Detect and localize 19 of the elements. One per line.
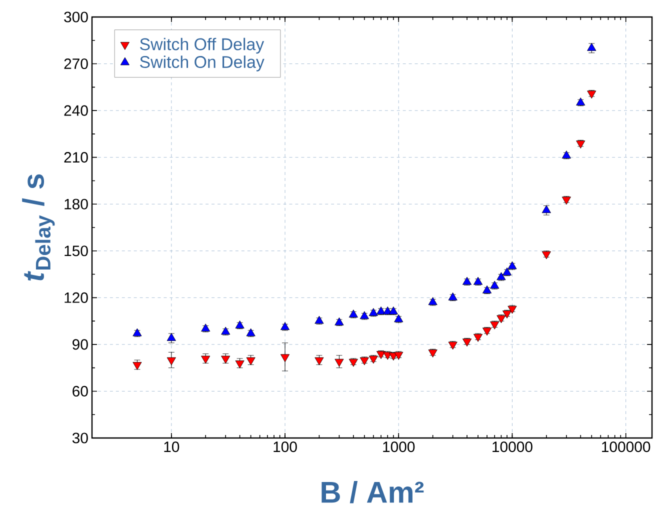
y-tick-label: 120 (64, 292, 88, 303)
x-tick-label: 100 (274, 442, 297, 452)
y-tick-label: 90 (72, 339, 88, 350)
x-tick-label: 1000 (383, 442, 415, 452)
x-tick-label: 100000 (602, 442, 650, 452)
y-tick-label: 240 (64, 105, 88, 116)
x-tick-label: 10000 (492, 442, 532, 452)
y-tick-label: 210 (64, 152, 88, 163)
y-tick-label: 150 (64, 246, 88, 256)
x-axis-title: B / Am² (322, 480, 424, 504)
y-tick-label: 60 (72, 386, 88, 397)
y-tick-label: 270 (64, 58, 88, 70)
y-axis-title: t$_{Delay}$ / s (22, 174, 55, 281)
legend-label: Switch On Delay (140, 56, 264, 72)
legend-label: Switch Off Delay (140, 38, 264, 54)
x-tick-label: 10 (164, 442, 180, 452)
y-tick-label: 300 (64, 12, 88, 22)
y-tick-label: 30 (72, 432, 88, 444)
y-tick-label: 180 (64, 198, 88, 210)
